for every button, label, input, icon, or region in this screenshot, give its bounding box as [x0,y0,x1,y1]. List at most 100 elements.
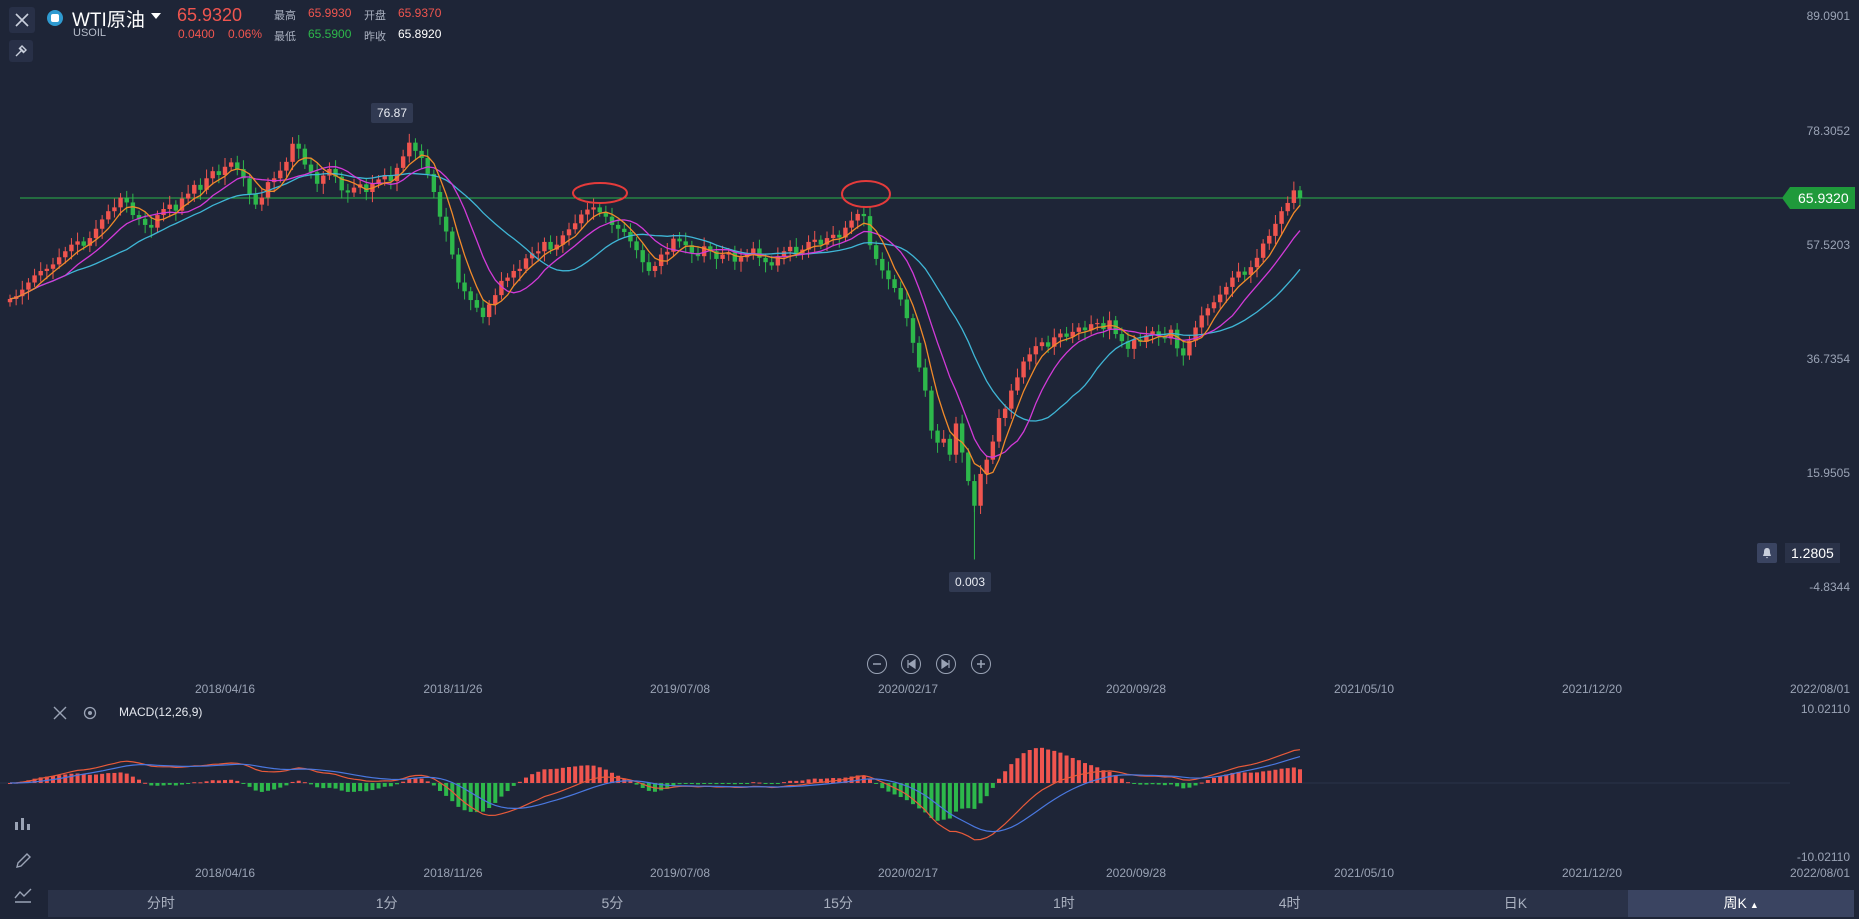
drawing-tool-button[interactable] [10,848,36,874]
candles-icon [15,818,30,830]
tab-timeframe[interactable]: 1时 [1052,895,1075,911]
macd-bar [87,774,92,783]
macd-bar [763,783,768,784]
candle-body [1082,327,1088,331]
time-axis-label: 2021/05/10 [1333,682,1395,696]
macd-bar [167,783,172,785]
tab-timeframe[interactable]: 5分 [601,895,624,911]
macd-bar [431,783,436,786]
candle-body [278,170,283,179]
candle-body [966,452,971,482]
candle-body [1052,337,1057,347]
candle-body [1199,315,1204,328]
symbol-dropdown-icon[interactable] [151,13,161,19]
macd-bar [1218,776,1223,783]
draw-tool-button[interactable] [9,40,33,62]
macd-bar [413,777,418,783]
macd-bar [1052,750,1057,783]
candle-body [192,184,197,194]
macd-bar [278,783,283,788]
macd-bar [333,783,338,789]
tab-timeframe[interactable]: 日K [1503,895,1528,911]
close-chart-button[interactable] [9,7,35,33]
candle-body [1260,243,1266,258]
price-axis-label: -4.8344 [1809,580,1850,594]
macd-bar [481,783,485,812]
candle-body [247,178,252,195]
zoom-in-button[interactable] [971,654,991,674]
macd-bar [825,778,829,783]
time-axis-label: 2022/08/01 [1789,866,1851,880]
candle-body [843,227,848,238]
macd-bar [444,783,449,796]
candle-body [1002,408,1008,418]
chart-type-button[interactable] [10,882,36,908]
active-tab-label: 周K [1723,895,1747,911]
candle-body [665,251,670,255]
scroll-start-button[interactable] [901,654,921,674]
time-axis-label: 2018/04/16 [194,866,256,880]
close-indicator-button[interactable] [53,706,67,725]
macd-bar [137,779,141,783]
macd-bar [972,783,977,809]
tab-timeframe[interactable]: 分时 [146,895,175,911]
macd-bar [554,768,559,783]
candle-body [1236,271,1241,278]
macd-bar [1033,748,1038,783]
macd-bar [180,783,184,785]
macd-bar [579,765,584,783]
candle-body [1119,334,1125,342]
macd-bar [923,783,928,813]
time-axis-label: 2018/11/26 [423,866,483,880]
macd-bar [1064,755,1069,783]
alert-bell-button[interactable] [1757,543,1777,563]
price-axis-label: 78.3052 [1806,124,1850,138]
candle-body [1279,211,1284,224]
macd-bar [843,777,848,783]
macd-bar [1181,783,1186,789]
candle-body [1076,327,1082,332]
candle-body [106,211,111,220]
macd-bar [1113,775,1118,783]
macd-bar [1027,749,1032,783]
macd-bar [327,783,332,788]
tab-timeframe[interactable]: 15分 [823,895,853,911]
tab-timeframe[interactable]: 1分 [375,895,398,911]
candle-body [198,184,203,190]
macd-chart[interactable] [0,715,1859,865]
candle-body [118,197,123,208]
price-chart[interactable] [0,0,1859,680]
macd-histogram [8,747,1302,821]
macd-bar [468,783,473,812]
macd-bar [1101,770,1106,783]
candle-body [1088,324,1094,331]
time-axis-label: 2020/09/28 [1105,866,1167,880]
macd-bar [210,780,215,783]
tab-timeframe[interactable]: 4时 [1278,895,1301,911]
time-axis-label: 2021/12/20 [1561,682,1623,696]
candle-body [769,262,774,266]
indicator-settings-button[interactable] [83,706,97,725]
candle-body [1267,235,1272,244]
macd-bar [597,767,602,783]
candle-body [136,215,142,219]
candle-body [1211,302,1217,309]
macd-bar [118,772,123,783]
macd-bar [266,783,270,791]
pencil-icon [16,853,31,868]
zoom-out-button[interactable] [867,654,887,674]
candle-body [689,245,695,253]
macd-bar [788,780,793,783]
candle-body [1254,257,1260,268]
scroll-end-button[interactable] [936,654,956,674]
macd-bar [511,783,516,786]
macd-axis-label: 10.02110 [1800,702,1850,716]
macd-bar [1021,753,1026,783]
indicator-tool-button[interactable] [10,812,36,838]
tab-timeframe-active[interactable]: 周K ▲ [1628,890,1854,917]
macd-bar [732,783,737,785]
candle-body [339,176,344,191]
candle-body [1045,342,1051,347]
symbol-name[interactable]: WTI原油 [72,10,145,31]
high-tooltip: 76.87 [371,103,414,123]
